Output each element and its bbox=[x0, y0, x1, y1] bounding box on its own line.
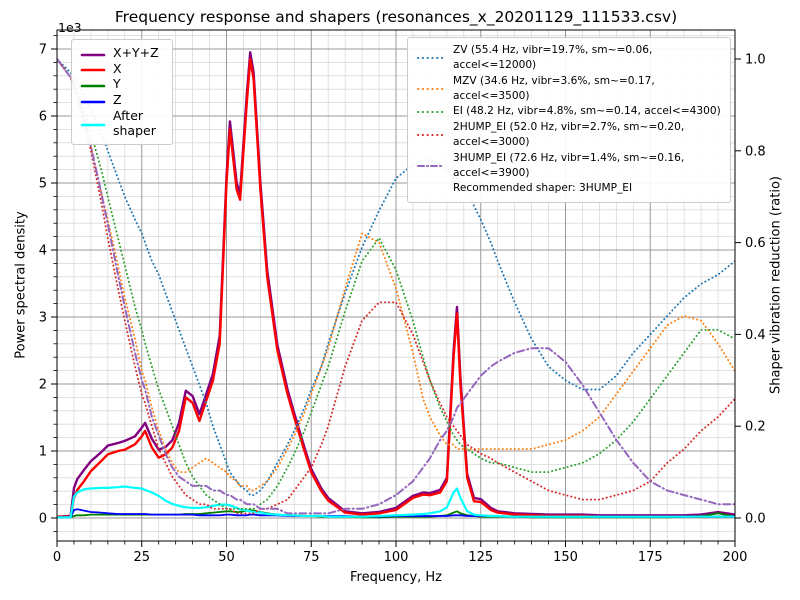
legend-entry: 2HUMP_EI (52.0 Hz, vibr=2.7%, sm~=0.20, … bbox=[416, 120, 722, 151]
recommended-shaper-text: Recommended shaper: 3HUMP_EI bbox=[453, 182, 633, 195]
svg-text:50: 50 bbox=[218, 550, 235, 565]
svg-text:25: 25 bbox=[133, 550, 150, 565]
svg-text:0: 0 bbox=[53, 550, 61, 565]
svg-text:0.2: 0.2 bbox=[745, 420, 766, 435]
legend-entry: X bbox=[80, 61, 164, 77]
line-swatch-x-icon bbox=[80, 63, 106, 73]
line-swatch-mzv-icon bbox=[416, 84, 446, 94]
legend-psd: X+Y+Z X Y Z After shaper bbox=[71, 39, 173, 145]
line-swatch-ei-icon bbox=[416, 107, 446, 117]
legend-entry: ZV (55.4 Hz, vibr=19.7%, sm~=0.06, accel… bbox=[416, 43, 722, 74]
svg-text:3: 3 bbox=[39, 311, 47, 326]
svg-text:0.6: 0.6 bbox=[745, 236, 766, 251]
line-swatch-xyz-icon bbox=[80, 48, 106, 58]
svg-text:1: 1 bbox=[39, 445, 47, 460]
svg-text:100: 100 bbox=[384, 550, 409, 565]
line-swatch-2hump-ei-icon bbox=[416, 130, 446, 140]
y-axis-offset-text: 1e3 bbox=[58, 20, 82, 35]
legend-entry: Z bbox=[80, 92, 164, 108]
svg-text:150: 150 bbox=[553, 550, 578, 565]
line-swatch-zv-icon bbox=[416, 53, 446, 63]
svg-text:4: 4 bbox=[39, 244, 47, 259]
legend-label: After shaper bbox=[113, 107, 156, 139]
svg-text:0.4: 0.4 bbox=[745, 328, 766, 343]
legend-entry: Y bbox=[80, 76, 164, 92]
legend-shapers: ZV (55.4 Hz, vibr=19.7%, sm~=0.06, accel… bbox=[407, 37, 731, 203]
svg-text:6: 6 bbox=[39, 110, 47, 125]
svg-text:5: 5 bbox=[39, 177, 47, 192]
legend-label: ZV (55.4 Hz, vibr=19.7%, sm~=0.06, accel… bbox=[453, 44, 653, 72]
svg-text:175: 175 bbox=[638, 550, 663, 565]
line-swatch-z-icon bbox=[80, 95, 106, 105]
legend-label: MZV (34.6 Hz, vibr=3.6%, sm~=0.17, accel… bbox=[453, 74, 655, 103]
svg-text:0.8: 0.8 bbox=[745, 144, 766, 159]
svg-text:7: 7 bbox=[39, 43, 47, 58]
legend-label: Y bbox=[113, 76, 121, 92]
legend-entry: After shaper bbox=[80, 108, 164, 139]
legend-label: 3HUMP_EI (72.6 Hz, vibr=1.4%, sm~=0.16, … bbox=[453, 151, 685, 179]
legend-entry: MZV (34.6 Hz, vibr=3.6%, sm~=0.17, accel… bbox=[416, 74, 722, 105]
svg-text:75: 75 bbox=[303, 550, 320, 565]
legend-label: Z bbox=[113, 91, 122, 107]
svg-text:1.0: 1.0 bbox=[745, 53, 766, 68]
legend-label: EI (48.2 Hz, vibr=4.8%, sm~=0.14, accel<… bbox=[453, 105, 721, 118]
svg-text:0: 0 bbox=[39, 512, 47, 527]
svg-text:200: 200 bbox=[723, 550, 748, 565]
legend-entry: 3HUMP_EI (72.6 Hz, vibr=1.4%, sm~=0.16, … bbox=[416, 151, 722, 182]
chart-title: Frequency response and shapers (resonanc… bbox=[114, 8, 678, 26]
svg-text:2: 2 bbox=[39, 378, 47, 393]
line-swatch-y-icon bbox=[80, 79, 106, 89]
legend-label: X bbox=[113, 60, 122, 76]
legend-label: X+Y+Z bbox=[113, 45, 159, 60]
line-swatch-after-shaper-icon bbox=[80, 118, 106, 128]
line-swatch-3hump-ei-icon bbox=[416, 161, 446, 171]
legend-entry: EI (48.2 Hz, vibr=4.8%, sm~=0.14, accel<… bbox=[416, 104, 722, 119]
svg-text:0.0: 0.0 bbox=[745, 512, 766, 527]
svg-text:125: 125 bbox=[468, 550, 493, 565]
legend-entry: X+Y+Z bbox=[80, 45, 164, 61]
legend-label: 2HUMP_EI (52.0 Hz, vibr=2.7%, sm~=0.20, … bbox=[453, 120, 685, 149]
x-axis-label: Frequency, Hz bbox=[349, 570, 443, 585]
